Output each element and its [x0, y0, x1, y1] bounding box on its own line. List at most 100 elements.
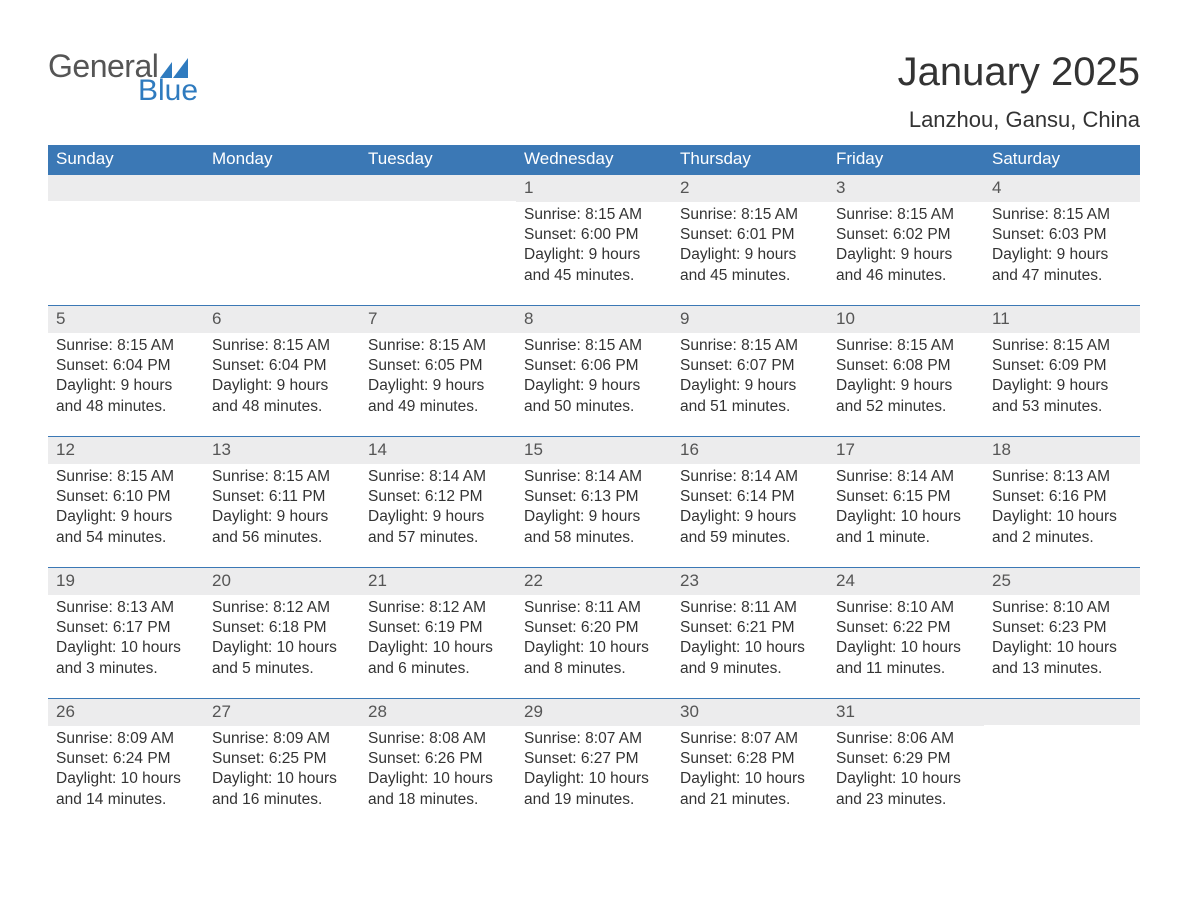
day-details: Sunrise: 8:06 AMSunset: 6:29 PMDaylight:…: [828, 726, 984, 820]
day-number: 31: [828, 699, 984, 726]
day-number: 26: [48, 699, 204, 726]
sunset-line: Sunset: 6:04 PM: [56, 356, 196, 376]
week-row: 19Sunrise: 8:13 AMSunset: 6:17 PMDayligh…: [48, 567, 1140, 698]
daylight-line: Daylight: 9 hours and 46 minutes.: [836, 245, 976, 285]
day-cell: 24Sunrise: 8:10 AMSunset: 6:22 PMDayligh…: [828, 568, 984, 698]
sunset-line: Sunset: 6:09 PM: [992, 356, 1132, 376]
sunrise-line: Sunrise: 8:07 AM: [680, 729, 820, 749]
day-cell: 13Sunrise: 8:15 AMSunset: 6:11 PMDayligh…: [204, 437, 360, 567]
sunrise-line: Sunrise: 8:14 AM: [680, 467, 820, 487]
location-subtitle: Lanzhou, Gansu, China: [898, 107, 1140, 133]
day-number: 13: [204, 437, 360, 464]
day-details: Sunrise: 8:07 AMSunset: 6:28 PMDaylight:…: [672, 726, 828, 820]
sunset-line: Sunset: 6:17 PM: [56, 618, 196, 638]
day-details: Sunrise: 8:15 AMSunset: 6:00 PMDaylight:…: [516, 202, 672, 296]
daylight-line: Daylight: 9 hours and 54 minutes.: [56, 507, 196, 547]
sunrise-line: Sunrise: 8:06 AM: [836, 729, 976, 749]
day-cell: 5Sunrise: 8:15 AMSunset: 6:04 PMDaylight…: [48, 306, 204, 436]
day-cell: 30Sunrise: 8:07 AMSunset: 6:28 PMDayligh…: [672, 699, 828, 829]
day-number: 17: [828, 437, 984, 464]
daylight-line: Daylight: 9 hours and 56 minutes.: [212, 507, 352, 547]
week-row: 5Sunrise: 8:15 AMSunset: 6:04 PMDaylight…: [48, 305, 1140, 436]
sunrise-line: Sunrise: 8:14 AM: [836, 467, 976, 487]
day-cell: 8Sunrise: 8:15 AMSunset: 6:06 PMDaylight…: [516, 306, 672, 436]
sunrise-line: Sunrise: 8:15 AM: [992, 205, 1132, 225]
sunset-line: Sunset: 6:02 PM: [836, 225, 976, 245]
weekday-saturday: Saturday: [984, 145, 1140, 174]
weekday-header-row: SundayMondayTuesdayWednesdayThursdayFrid…: [48, 145, 1140, 174]
day-number: 14: [360, 437, 516, 464]
sunrise-line: Sunrise: 8:11 AM: [680, 598, 820, 618]
sunrise-line: Sunrise: 8:15 AM: [56, 336, 196, 356]
day-details: Sunrise: 8:10 AMSunset: 6:22 PMDaylight:…: [828, 595, 984, 689]
daylight-line: Daylight: 10 hours and 2 minutes.: [992, 507, 1132, 547]
sunrise-line: Sunrise: 8:11 AM: [524, 598, 664, 618]
sunrise-line: Sunrise: 8:08 AM: [368, 729, 508, 749]
day-cell: [48, 175, 204, 305]
daylight-line: Daylight: 10 hours and 9 minutes.: [680, 638, 820, 678]
day-number: 30: [672, 699, 828, 726]
daylight-line: Daylight: 9 hours and 58 minutes.: [524, 507, 664, 547]
sunrise-line: Sunrise: 8:15 AM: [524, 205, 664, 225]
sunset-line: Sunset: 6:12 PM: [368, 487, 508, 507]
empty-day-number: [48, 175, 204, 201]
daylight-line: Daylight: 10 hours and 14 minutes.: [56, 769, 196, 809]
day-cell: 26Sunrise: 8:09 AMSunset: 6:24 PMDayligh…: [48, 699, 204, 829]
daylight-line: Daylight: 9 hours and 57 minutes.: [368, 507, 508, 547]
day-cell: 2Sunrise: 8:15 AMSunset: 6:01 PMDaylight…: [672, 175, 828, 305]
sunrise-line: Sunrise: 8:15 AM: [992, 336, 1132, 356]
daylight-line: Daylight: 9 hours and 52 minutes.: [836, 376, 976, 416]
sunrise-line: Sunrise: 8:12 AM: [212, 598, 352, 618]
day-cell: 28Sunrise: 8:08 AMSunset: 6:26 PMDayligh…: [360, 699, 516, 829]
day-details: Sunrise: 8:14 AMSunset: 6:12 PMDaylight:…: [360, 464, 516, 558]
daylight-line: Daylight: 10 hours and 23 minutes.: [836, 769, 976, 809]
daylight-line: Daylight: 10 hours and 18 minutes.: [368, 769, 508, 809]
weekday-wednesday: Wednesday: [516, 145, 672, 174]
day-details: Sunrise: 8:13 AMSunset: 6:16 PMDaylight:…: [984, 464, 1140, 558]
sunrise-line: Sunrise: 8:13 AM: [56, 598, 196, 618]
day-cell: 23Sunrise: 8:11 AMSunset: 6:21 PMDayligh…: [672, 568, 828, 698]
sunset-line: Sunset: 6:04 PM: [212, 356, 352, 376]
daylight-line: Daylight: 9 hours and 49 minutes.: [368, 376, 508, 416]
day-number: 9: [672, 306, 828, 333]
day-number: 23: [672, 568, 828, 595]
daylight-line: Daylight: 10 hours and 11 minutes.: [836, 638, 976, 678]
day-number: 29: [516, 699, 672, 726]
day-number: 25: [984, 568, 1140, 595]
day-cell: [984, 699, 1140, 829]
week-row: 26Sunrise: 8:09 AMSunset: 6:24 PMDayligh…: [48, 698, 1140, 829]
sunrise-line: Sunrise: 8:13 AM: [992, 467, 1132, 487]
empty-day-number: [204, 175, 360, 201]
day-cell: 21Sunrise: 8:12 AMSunset: 6:19 PMDayligh…: [360, 568, 516, 698]
day-number: 7: [360, 306, 516, 333]
day-cell: 3Sunrise: 8:15 AMSunset: 6:02 PMDaylight…: [828, 175, 984, 305]
day-cell: 22Sunrise: 8:11 AMSunset: 6:20 PMDayligh…: [516, 568, 672, 698]
daylight-line: Daylight: 10 hours and 21 minutes.: [680, 769, 820, 809]
sunset-line: Sunset: 6:06 PM: [524, 356, 664, 376]
sunset-line: Sunset: 6:23 PM: [992, 618, 1132, 638]
day-details: Sunrise: 8:15 AMSunset: 6:04 PMDaylight:…: [204, 333, 360, 427]
sunrise-line: Sunrise: 8:14 AM: [368, 467, 508, 487]
calendar: SundayMondayTuesdayWednesdayThursdayFrid…: [48, 145, 1140, 829]
day-number: 21: [360, 568, 516, 595]
day-details: Sunrise: 8:09 AMSunset: 6:25 PMDaylight:…: [204, 726, 360, 820]
sunrise-line: Sunrise: 8:15 AM: [212, 336, 352, 356]
day-number: 4: [984, 175, 1140, 202]
sunrise-line: Sunrise: 8:15 AM: [524, 336, 664, 356]
day-details: Sunrise: 8:15 AMSunset: 6:10 PMDaylight:…: [48, 464, 204, 558]
week-row: 1Sunrise: 8:15 AMSunset: 6:00 PMDaylight…: [48, 174, 1140, 305]
sunset-line: Sunset: 6:11 PM: [212, 487, 352, 507]
sunset-line: Sunset: 6:20 PM: [524, 618, 664, 638]
daylight-line: Daylight: 10 hours and 13 minutes.: [992, 638, 1132, 678]
sunset-line: Sunset: 6:29 PM: [836, 749, 976, 769]
sunrise-line: Sunrise: 8:15 AM: [680, 205, 820, 225]
day-number: 2: [672, 175, 828, 202]
daylight-line: Daylight: 10 hours and 8 minutes.: [524, 638, 664, 678]
day-number: 8: [516, 306, 672, 333]
sunset-line: Sunset: 6:05 PM: [368, 356, 508, 376]
sunrise-line: Sunrise: 8:15 AM: [836, 336, 976, 356]
day-cell: [360, 175, 516, 305]
empty-day-number: [360, 175, 516, 201]
daylight-line: Daylight: 10 hours and 19 minutes.: [524, 769, 664, 809]
day-cell: 20Sunrise: 8:12 AMSunset: 6:18 PMDayligh…: [204, 568, 360, 698]
